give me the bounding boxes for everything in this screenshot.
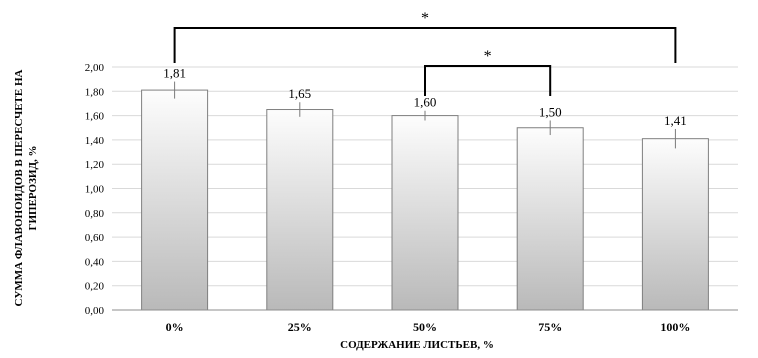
x-axis-ticks: 0% 25% 50% 75% 100%	[166, 320, 691, 334]
significance-bracket	[424, 65, 552, 96]
y-tick-label: 0,80	[85, 208, 105, 220]
bar	[641, 138, 709, 311]
value-label: 1,41	[664, 113, 687, 128]
y-axis-title-group: СУММА ФЛАВОНОИДОВ В ПЕРЕСЧЕТЕ НА ГИПЕРОЗ…	[13, 69, 39, 306]
value-label: 1,65	[288, 86, 311, 101]
y-tick-label: 1,80	[85, 86, 105, 98]
bars	[141, 89, 709, 311]
x-tick-label: 50%	[413, 320, 437, 334]
value-label: 1,81	[163, 66, 186, 81]
y-tick-label: 1,20	[85, 159, 105, 171]
x-tick-label: 75%	[538, 320, 562, 334]
significance-brackets: **	[173, 10, 677, 96]
significance-bracket	[173, 27, 677, 63]
y-tick-label: 1,60	[85, 111, 105, 123]
y-tick-label: 0,20	[85, 281, 105, 293]
error-bars	[174, 81, 676, 149]
bar	[266, 109, 334, 311]
x-tick-label: 0%	[166, 320, 184, 334]
y-tick-label: 0,00	[85, 305, 105, 317]
value-labels: 1,81 1,65 1,60 1,50 1,41	[163, 66, 687, 128]
y-tick-label: 1,40	[85, 135, 105, 147]
value-label: 1,50	[539, 104, 562, 119]
significance-star: *	[421, 10, 429, 27]
y-axis-title-line2: ГИПЕРОЗИД, %	[27, 145, 39, 230]
significance-star: *	[484, 48, 492, 65]
y-tick-label: 1,00	[85, 184, 105, 196]
y-tick-label: 0,40	[85, 256, 105, 268]
bar	[516, 127, 584, 311]
x-tick-label: 25%	[288, 320, 312, 334]
x-axis-title: СОДЕРЖАНИЕ ЛИСТЬЕВ, %	[340, 339, 494, 351]
y-tick-label: 2,00	[85, 62, 105, 74]
value-label: 1,60	[414, 95, 437, 110]
y-tick-label: 0,60	[85, 232, 105, 244]
y-axis-ticks: 0,00 0,20 0,40 0,60 0,80 1,00 1,20 1,40 1,60 1,80…	[85, 62, 105, 317]
x-tick-label: 100%	[660, 320, 690, 334]
bar	[391, 115, 459, 311]
bar	[141, 89, 209, 311]
y-axis-title-line1: СУММА ФЛАВОНОИДОВ В ПЕРЕСЧЕТЕ НА	[13, 69, 25, 306]
